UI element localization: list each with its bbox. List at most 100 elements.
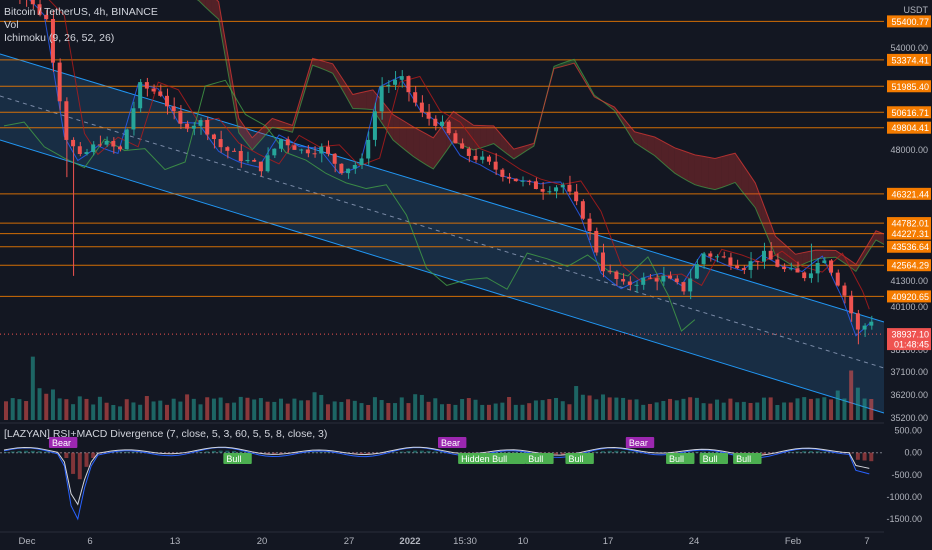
volume-bar: [681, 398, 686, 420]
cloud-segment: [694, 154, 702, 187]
osc-histogram-bar: [406, 450, 411, 453]
candle-body: [755, 261, 760, 263]
volume-bar: [372, 397, 377, 420]
osc-histogram-bar: [500, 452, 505, 453]
cloud-segment: [782, 242, 789, 264]
candle-body: [50, 18, 55, 63]
cloud-segment: [862, 241, 870, 261]
price-tick-7: 36200.00: [890, 390, 928, 400]
volume-bar: [292, 398, 297, 420]
price-tick-1: 54000.00: [890, 43, 928, 53]
volume-bar: [621, 397, 626, 420]
volume-bar: [4, 401, 8, 420]
candle-body: [433, 118, 438, 126]
volume-bar: [741, 401, 746, 420]
osc-histogram-bar: [507, 451, 512, 453]
volume-bar: [540, 400, 545, 420]
osc-histogram-bar: [614, 450, 619, 453]
volume-bar: [869, 398, 874, 420]
osc-histogram-bar: [118, 452, 123, 453]
main-legend[interactable]: Bitcoin / TetherUS, 4h, BINANCE Vol Ichi…: [4, 6, 158, 45]
time-tick-11: 7: [864, 536, 869, 547]
candle-body: [245, 159, 250, 162]
candle-body: [788, 268, 793, 270]
candle-body: [547, 191, 552, 193]
price-label-7: 44227.31: [891, 229, 929, 239]
time-axis[interactable]: Dec 6 13 20 27 2022 15:30 10 17 24 Feb 7: [0, 531, 932, 550]
osc-tick-4: -1500.00: [886, 514, 922, 524]
osc-histogram-bar: [265, 452, 270, 455]
time-axis-bg: [0, 532, 932, 550]
osc-histogram-bar: [849, 452, 854, 454]
osc-histogram-bar: [607, 450, 612, 453]
cloud-segment: [701, 156, 709, 189]
candle-body: [728, 257, 733, 266]
indicator-legend[interactable]: [LAZYAN] RSI+MACD Divergence (7, close, …: [4, 428, 327, 441]
osc-histogram-bar: [788, 452, 793, 453]
osc-histogram-bar: [17, 450, 22, 453]
volume-bar: [453, 404, 458, 420]
price-label-10: 40920.65: [891, 292, 929, 302]
candle-body: [144, 82, 149, 89]
volume-bar: [815, 398, 820, 420]
volume-bar: [232, 402, 237, 420]
volume-bar: [238, 396, 243, 420]
candle-body: [681, 282, 686, 292]
volume-bar: [205, 397, 210, 420]
osc-histogram-bar: [862, 452, 867, 461]
price-label-1: 53374.41: [891, 55, 929, 65]
candle-body: [426, 112, 431, 119]
candle-body: [325, 146, 330, 154]
volume-bar: [533, 400, 538, 420]
volume-bar: [379, 400, 384, 420]
divergence-label-6: Bear: [629, 438, 648, 448]
cloud-segment: [225, 40, 233, 96]
osc-histogram-bar: [225, 450, 230, 453]
osc-histogram-bar: [10, 451, 15, 453]
osc-histogram-bar: [554, 452, 559, 455]
candle-body: [218, 139, 223, 148]
volume-bar: [426, 401, 431, 420]
candle-body: [225, 147, 230, 151]
macd-line: [3, 447, 870, 521]
volume-bar: [265, 401, 270, 420]
volume-bar: [258, 398, 263, 420]
osc-histogram-bar: [77, 452, 82, 480]
cloud-segment: [647, 135, 655, 156]
volume-bar: [641, 404, 646, 420]
osc-histogram-bar: [325, 452, 330, 453]
volume-bar: [339, 401, 344, 420]
candlesticks: [19, 0, 874, 345]
cloud-segment: [728, 153, 736, 186]
volume-bar: [560, 401, 565, 420]
volume-bar: [473, 399, 478, 420]
osc-histogram-bar: [352, 452, 357, 454]
price-tick-3: 41300.00: [890, 276, 928, 286]
divergence-label-bg-9: [733, 453, 762, 464]
price-label-3: 50616.71: [891, 108, 929, 118]
candle-body: [835, 272, 840, 286]
candle-body: [238, 150, 243, 162]
osc-histogram-bar: [279, 452, 284, 455]
divergence-label-bg-3: [458, 453, 526, 464]
candle-body: [567, 184, 572, 192]
volume-bar: [84, 398, 89, 420]
cloud-segment: [426, 134, 434, 169]
candle-body: [741, 268, 746, 270]
osc-histogram-bar: [822, 451, 827, 453]
cloud-segment: [332, 63, 340, 85]
volume-bar: [319, 394, 324, 420]
candle-body: [446, 121, 451, 134]
osc-histogram-bar: [560, 452, 565, 455]
time-tick-8: 17: [603, 536, 614, 547]
osc-histogram-bar: [413, 450, 418, 453]
cloud-segment: [741, 163, 749, 200]
osc-tick-3: -1000.00: [886, 492, 922, 502]
volume-bar: [185, 394, 190, 420]
osc-histogram-bar: [520, 452, 525, 453]
volume-bar: [849, 370, 854, 420]
candle-body: [97, 144, 102, 146]
cloud-segment: [205, 0, 212, 14]
candle-body: [232, 150, 237, 152]
